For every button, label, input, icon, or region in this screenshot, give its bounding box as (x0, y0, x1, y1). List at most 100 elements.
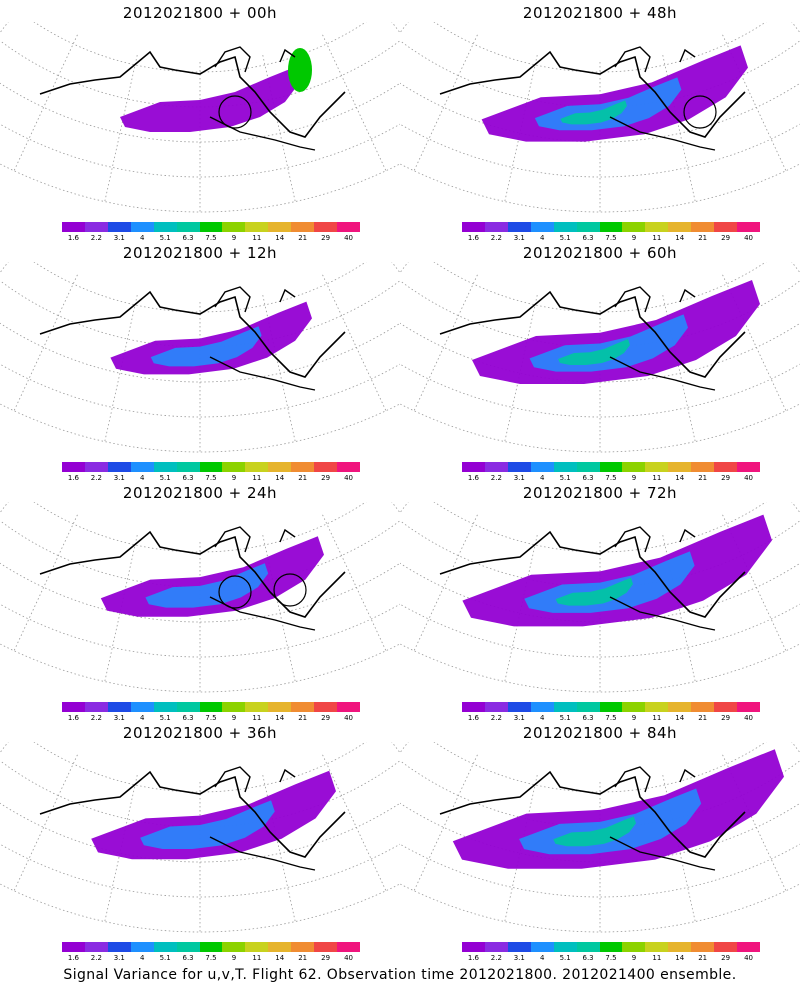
colorbar-label: 6.3 (582, 714, 594, 722)
colorbar-swatch (222, 942, 246, 952)
colorbar-label: 29 (721, 954, 731, 962)
panel-title: 2012021800 + 60h (522, 244, 678, 262)
colorbar-swatch (553, 702, 577, 712)
colorbar-label: 21 (698, 714, 708, 722)
colorbar-label: 1.6 (467, 954, 480, 962)
colorbar-swatch (268, 462, 292, 472)
longitude-gridline (504, 295, 538, 442)
colorbar-label: 4 (139, 474, 145, 482)
colorbar-swatch (245, 222, 269, 232)
colorbar-label: 14 (675, 474, 685, 482)
longitude-gridline (391, 262, 400, 274)
colorbar-label: 29 (321, 474, 331, 482)
colorbar-label: 14 (675, 954, 685, 962)
colorbar-label: 6.3 (582, 954, 594, 962)
colorbar-swatch (645, 702, 669, 712)
latitude-gridline (433, 742, 767, 793)
longitude-gridline (391, 502, 400, 514)
colorbar-swatch (176, 462, 200, 472)
forecast-panel: 2012021800 + 12h 1.6 2.2 3.1 4 5.1 6.3 7.5 9 11 14… (0, 240, 400, 482)
colorbar-swatch (484, 222, 508, 232)
colorbar-swatch (507, 702, 531, 712)
colorbar-label: 9 (231, 954, 237, 962)
colorbar-label: 14 (275, 714, 285, 722)
coastline (209, 286, 316, 391)
colorbar-label: 2.2 (490, 474, 502, 482)
coastline (39, 50, 346, 138)
colorbar-swatch (84, 462, 108, 472)
latitude-gridline (0, 520, 400, 588)
coastline (439, 530, 746, 618)
variance-region-high (140, 800, 275, 849)
colorbar-label: 21 (298, 474, 308, 482)
colorbar-label: 9 (631, 714, 637, 722)
longitude-gridline (413, 274, 478, 411)
colorbar-swatch (314, 222, 338, 232)
colorbar-swatch (130, 222, 154, 232)
longitude-gridline (322, 514, 387, 651)
forecast-panel: 2012021800 + 24h 1.6 2.2 3.1 4 5.1 6.3 7.5 9 11 14… (0, 480, 400, 722)
colorbar-swatch (245, 462, 269, 472)
variance-region (462, 514, 772, 627)
latitude-gridline (33, 262, 367, 313)
colorbar-label: 3.1 (113, 954, 125, 962)
colorbar-swatch (530, 942, 554, 952)
colorbar-swatch (645, 462, 669, 472)
colorbar-labels: 1.6 2.2 3.1 4 5.1 6.3 7.5 9 11 14 21 29 40 (462, 954, 760, 964)
longitude-gridline (400, 22, 409, 34)
colorbar-swatch (507, 462, 531, 472)
colorbar-swatch (530, 222, 554, 232)
variance-map (400, 502, 800, 693)
colorbar-label: 7.5 (205, 234, 217, 242)
forecast-panel: 2012021800 + 00h 1.6 2.2 3.1 4 5.1 6.3 7.5 9 11 14… (0, 0, 400, 242)
latitude-gridline (433, 22, 767, 73)
coastline (39, 770, 346, 858)
colorbar-label: 9 (231, 474, 237, 482)
variance-region-high (150, 326, 262, 367)
longitude-gridline (13, 514, 78, 651)
longitude-gridline (322, 34, 387, 171)
colorbar-label: 21 (698, 954, 708, 962)
colorbar-label: 2.2 (490, 954, 502, 962)
longitude-gridline (104, 295, 138, 442)
colorbar-label: 2.2 (490, 714, 502, 722)
colorbar-label: 5.1 (559, 234, 571, 242)
colorbar-swatch (337, 222, 360, 232)
variance-region (120, 67, 300, 132)
colorbar-label: 14 (275, 234, 285, 242)
colorbar-label: 40 (744, 474, 753, 482)
longitude-gridline (104, 775, 138, 922)
observation-circle (218, 95, 252, 129)
colorbar-label: 2.2 (90, 954, 102, 962)
forecast-panel: 2012021800 + 72h 1.6 2.2 3.1 4 5.1 6.3 7.5 9 11 14… (400, 480, 800, 722)
colorbar-label: 14 (275, 474, 285, 482)
colorbar-labels: 1.6 2.2 3.1 4 5.1 6.3 7.5 9 11 14 21 29 40 (62, 234, 360, 244)
variance-map (400, 742, 800, 933)
variance-map (0, 22, 400, 213)
colorbar-swatch (599, 702, 623, 712)
colorbar-swatch (622, 942, 646, 952)
latitude-gridline (0, 123, 400, 178)
colorbar-swatch (691, 942, 715, 952)
colorbar-swatch (176, 702, 200, 712)
colorbar-swatch (714, 942, 738, 952)
colorbar-label: 6.3 (182, 714, 194, 722)
longitude-gridline (504, 535, 538, 682)
colorbar-label: 21 (698, 474, 708, 482)
colorbar-label: 1.6 (67, 474, 80, 482)
colorbar-swatch (130, 702, 154, 712)
colorbar-label: 3.1 (513, 474, 525, 482)
colorbar-swatch (314, 942, 338, 952)
colorbar-label: 29 (721, 234, 731, 242)
colorbar-swatch (222, 702, 246, 712)
variance-region (452, 749, 784, 869)
colorbar-label: 14 (675, 714, 685, 722)
coastline (209, 766, 316, 871)
panel-title: 2012021800 + 00h (122, 4, 278, 22)
colorbar-swatch (462, 702, 485, 712)
longitude-gridline (400, 742, 409, 754)
colorbar-label: 29 (321, 234, 331, 242)
colorbar-swatch (222, 222, 246, 232)
colorbar-label: 9 (631, 474, 637, 482)
colorbar-swatch (645, 222, 669, 232)
